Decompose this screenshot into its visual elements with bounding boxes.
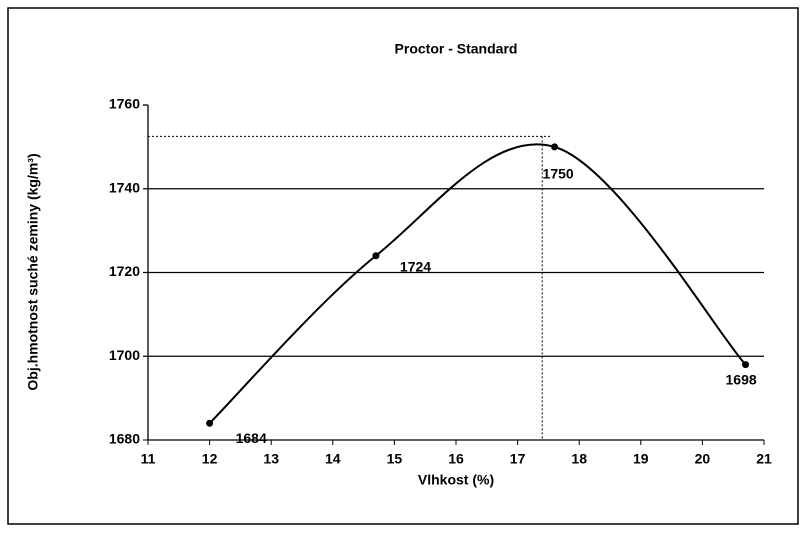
x-tick-label: 11 <box>141 451 156 467</box>
frame <box>7 7 799 525</box>
y-tick-label: 1740 <box>109 179 140 195</box>
data-label: 1750 <box>543 166 574 182</box>
point <box>206 419 214 427</box>
x-tick-label: 15 <box>387 451 403 467</box>
point <box>551 143 559 151</box>
y-tick-label: 1680 <box>109 431 140 447</box>
x-tick-label: 18 <box>571 451 587 467</box>
x-tick-label: 17 <box>510 451 526 467</box>
y-tick-label: 1720 <box>109 263 140 279</box>
point <box>372 252 380 260</box>
x-tick-label: 19 <box>633 451 649 467</box>
data-label: 1724 <box>400 258 431 274</box>
x-tick-label: 13 <box>263 451 279 467</box>
y-axis-label: Obj.hmotnost suché zeminy (kg/m³) <box>25 153 41 390</box>
chart-title: Proctor - Standard <box>395 41 518 57</box>
point <box>742 361 750 369</box>
x-tick-label: 12 <box>202 451 218 467</box>
x-axis-label: Vlhkost (%) <box>418 472 494 488</box>
y-tick-label: 1700 <box>109 347 140 363</box>
x-tick-label: 20 <box>695 451 711 467</box>
data-label: 1698 <box>726 371 757 387</box>
data-label: 1684 <box>236 430 267 446</box>
curve <box>208 143 747 424</box>
x-tick-label: 16 <box>448 451 464 467</box>
x-tick-label: 21 <box>756 451 772 467</box>
x-tick-label: 14 <box>325 451 341 467</box>
y-tick-label: 1760 <box>109 96 140 112</box>
